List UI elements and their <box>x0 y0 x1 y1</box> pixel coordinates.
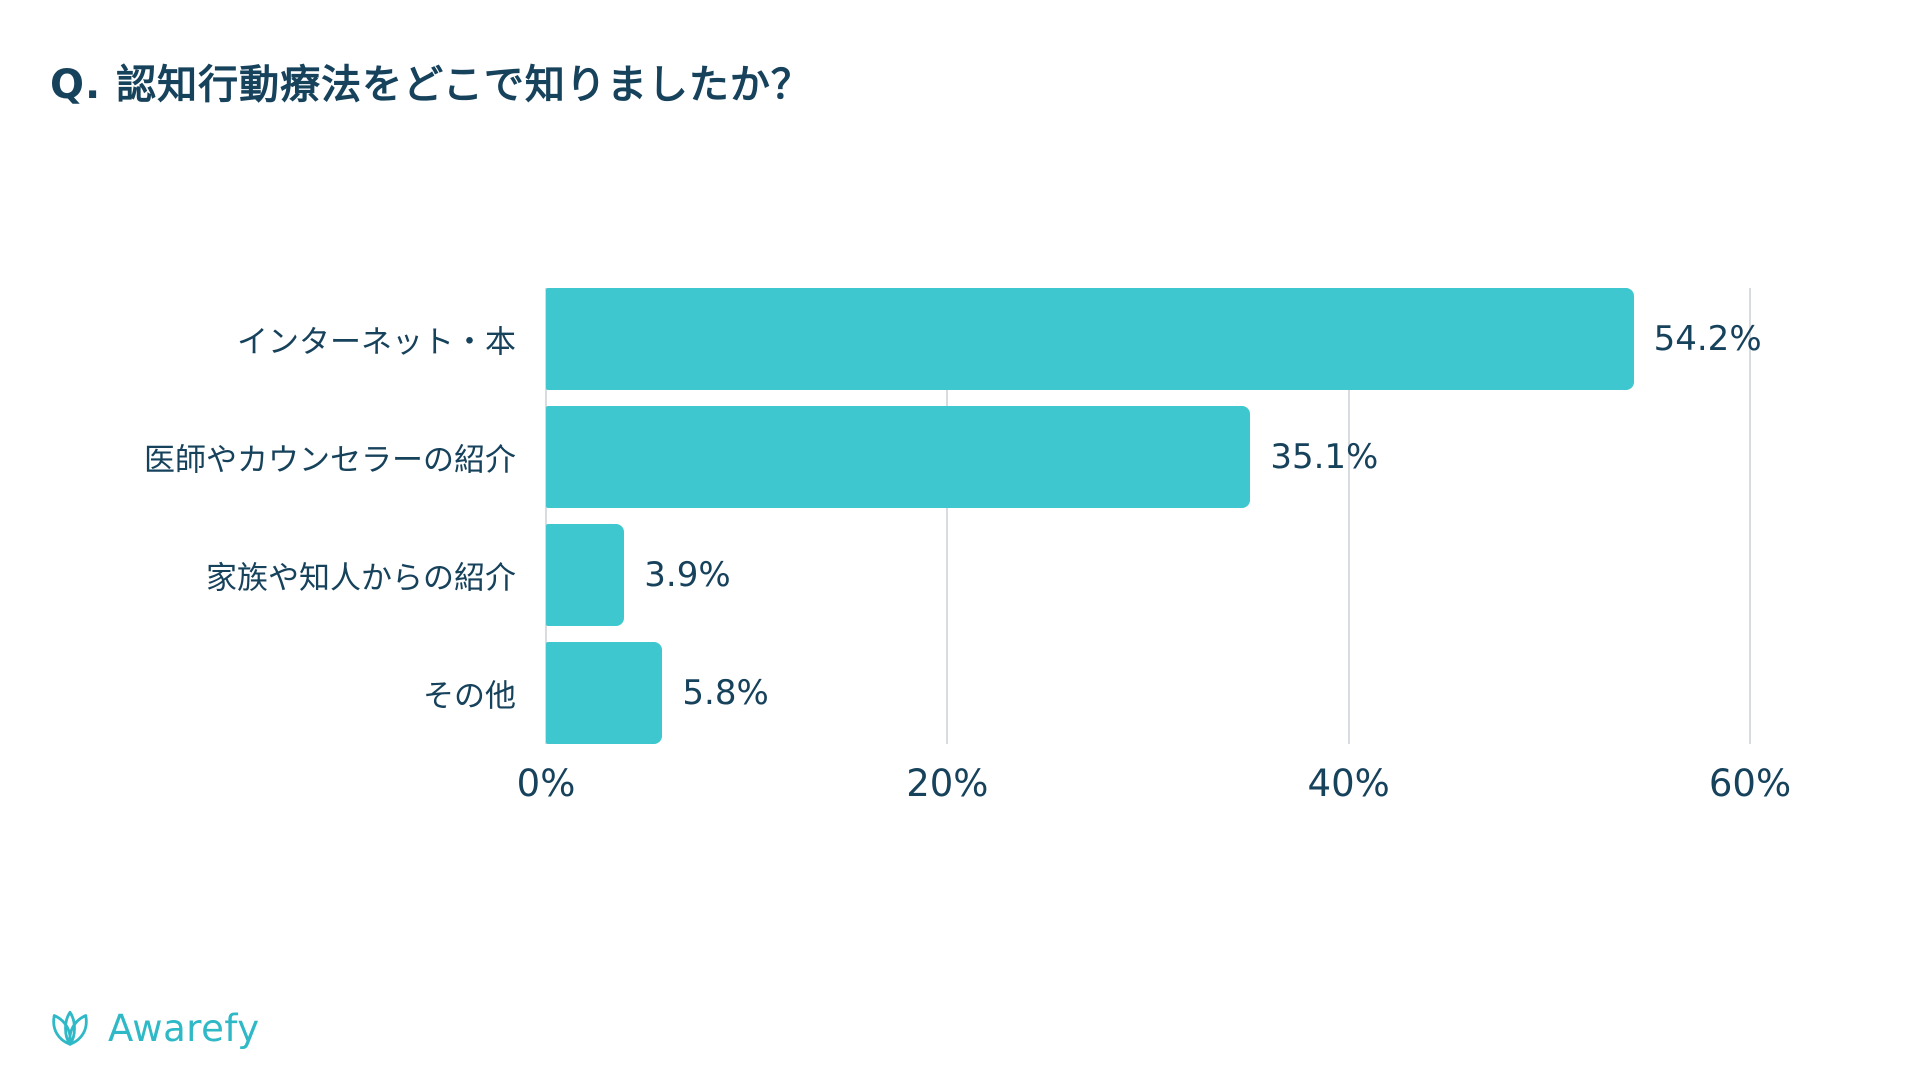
bar-row: インターネット・本 54.2% <box>237 288 1762 390</box>
gridline <box>946 288 949 744</box>
awarefy-logo: Awarefy <box>44 1002 260 1054</box>
awarefy-lotus-icon <box>52 1010 88 1046</box>
chart-title: Q. 認知行動療法をどこで知りましたか？ <box>50 62 812 108</box>
x-axis: 0% 20% 40% 60% <box>517 762 1791 814</box>
bar-rows: インターネット・本 54.2% 医師やカウンセラーの紹介 35.1% 家族や知人からの紹… <box>144 288 1762 744</box>
category-label: その他 <box>423 678 516 715</box>
category-label: 医師やカウンセラーの紹介 <box>144 442 516 479</box>
value-label: 35.1% <box>1270 437 1379 477</box>
bar <box>546 288 1634 390</box>
value-label: 54.2% <box>1653 319 1762 359</box>
gridline <box>1749 288 1751 744</box>
bar-row: 家族や知人からの紹介 3.9% <box>206 524 1750 626</box>
value-label: 5.8% <box>682 673 769 713</box>
bar <box>546 524 625 626</box>
x-tick-label: 40% <box>1307 762 1390 805</box>
bar <box>546 642 663 744</box>
gridline <box>1347 288 1350 744</box>
x-tick-label: 20% <box>906 762 989 805</box>
bar <box>546 406 1251 508</box>
category-label: 家族や知人からの紹介 <box>206 560 516 597</box>
bar-row: その他 5.8% <box>423 642 1750 744</box>
category-label: インターネット・本 <box>237 324 516 361</box>
value-label: 3.9% <box>644 555 731 595</box>
x-tick-label: 0% <box>516 762 576 805</box>
x-tick-label: 60% <box>1708 762 1792 805</box>
bar-row: 医師やカウンセラーの紹介 35.1% <box>144 406 1750 508</box>
plot-area: インターネット・本 54.2% 医師やカウンセラーの紹介 35.1% 家族や知人からの紹… <box>144 288 1762 744</box>
gridline <box>545 288 547 744</box>
awarefy-logo-text: Awarefy <box>108 1006 260 1050</box>
